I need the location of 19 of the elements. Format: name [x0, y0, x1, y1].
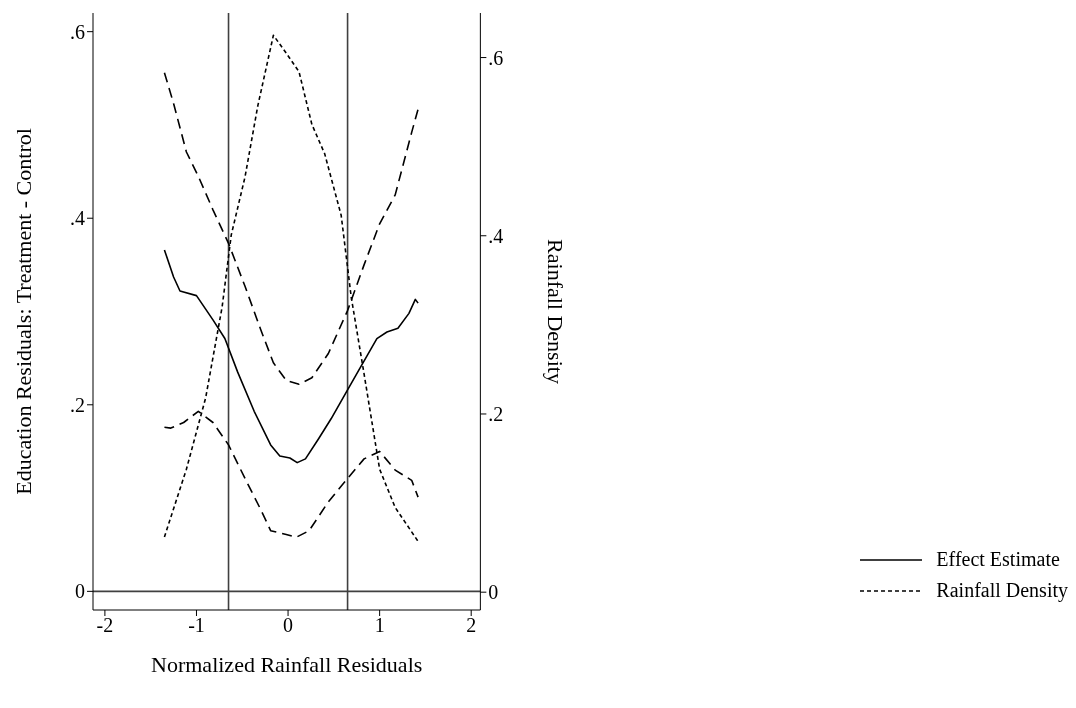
x-tick-label: 0 [283, 614, 294, 637]
y2-axis-title: Rainfall Density [542, 239, 568, 384]
line-series [163, 34, 419, 543]
y-tick-label: 0 [75, 580, 85, 603]
y2-tick-label: .6 [488, 46, 504, 69]
y-tick-label: .2 [70, 393, 85, 416]
y2-tick-label: .4 [488, 224, 504, 247]
legend-label: Effect Estimate [936, 548, 1060, 571]
x-tick-label: -1 [188, 614, 205, 637]
y2-tick-label: .2 [488, 403, 504, 426]
y-tick-label: .6 [70, 20, 85, 43]
x-tick-label: 2 [466, 614, 477, 637]
y2-tick-label: 0 [488, 581, 499, 604]
x-tick-label: 1 [374, 614, 385, 637]
legend-label: Rainfall Density [936, 579, 1068, 602]
x-tick-label: -2 [96, 614, 114, 637]
y-tick-label: .4 [70, 207, 85, 230]
y-axis-title: Education Residuals: Treatment - Control [10, 128, 36, 495]
x-axis-title: Normalized Rainfall Residuals [151, 652, 423, 677]
